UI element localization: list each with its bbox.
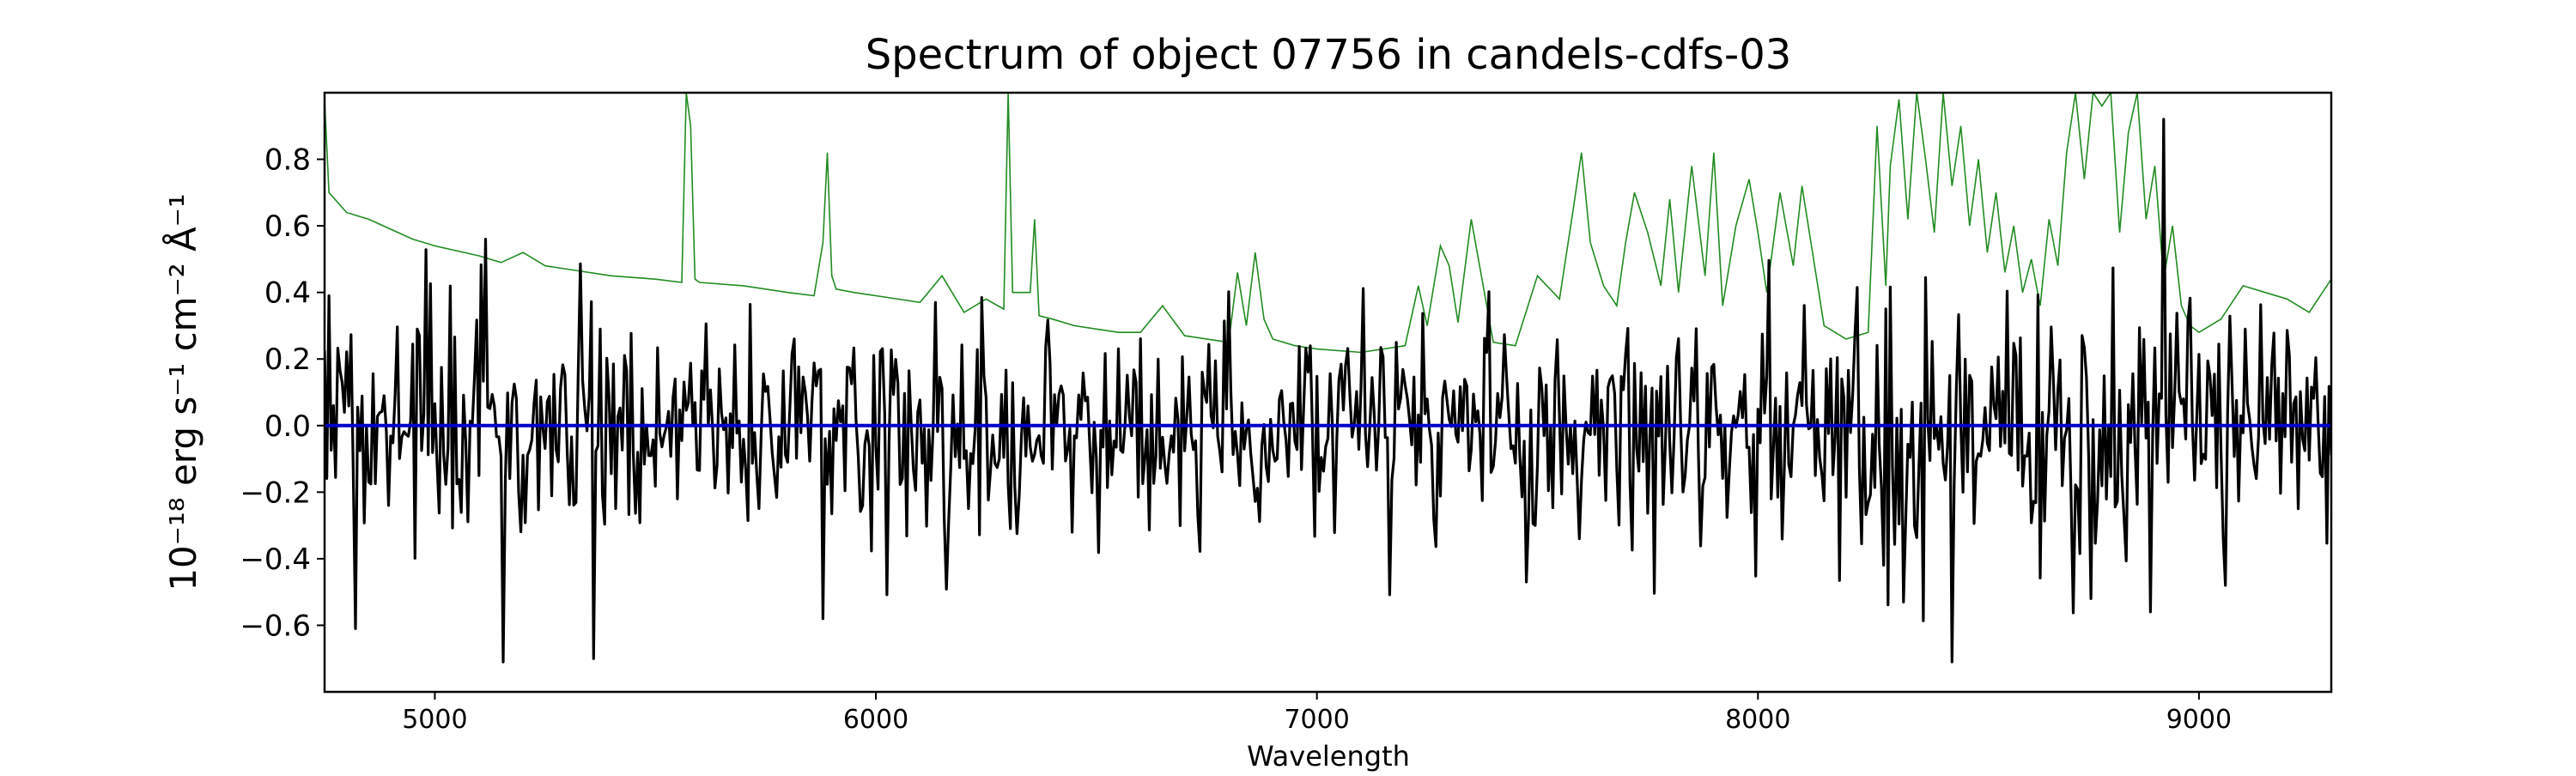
x-tick-label: 9000 — [2166, 705, 2232, 735]
x-axis-label: Wavelength — [1247, 740, 1410, 773]
x-tick-label: 5000 — [402, 705, 467, 735]
x-tick-label: 6000 — [843, 705, 908, 735]
y-tick-label: 0.6 — [264, 209, 311, 244]
y-tick-label: −0.2 — [240, 476, 311, 510]
y-tick-label: 0.8 — [264, 143, 311, 178]
chart-title: Spectrum of object 07756 in candels-cdfs… — [866, 31, 1792, 79]
y-axis-label: 10⁻¹⁸ erg s⁻¹ cm⁻² Å⁻¹ — [161, 193, 204, 591]
x-axis: 5000 6000 7000 8000 9000 — [402, 692, 2232, 735]
x-tick-label: 8000 — [1725, 705, 1790, 735]
y-tick-label: −0.4 — [240, 543, 311, 577]
y-tick-label: −0.6 — [240, 609, 311, 643]
y-axis: −0.6 −0.4 −0.2 0.0 0.2 0.4 0.6 0.8 — [240, 143, 325, 643]
plot-area — [325, 93, 2331, 664]
y-tick-label: 0.4 — [264, 276, 311, 311]
y-tick-label: 0.2 — [264, 343, 311, 377]
noise-spectrum-line — [325, 93, 2331, 354]
x-tick-label: 7000 — [1284, 705, 1349, 735]
flux-spectrum-line — [325, 118, 2331, 664]
plot-frame — [323, 91, 2333, 694]
y-tick-label: 0.0 — [264, 409, 311, 444]
